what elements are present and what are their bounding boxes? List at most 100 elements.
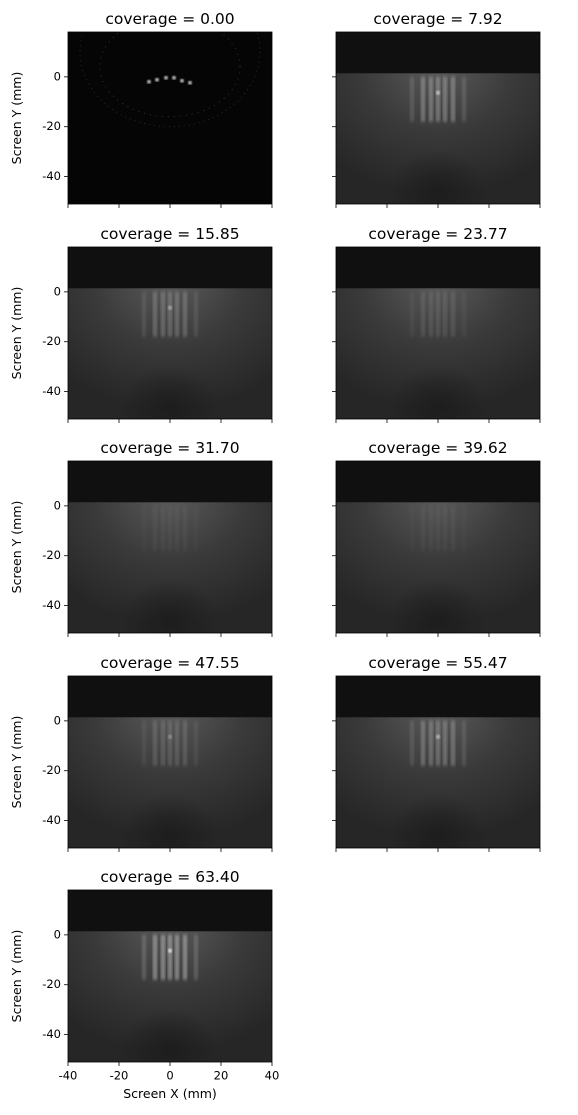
spot: [172, 75, 176, 80]
spot: [436, 734, 440, 739]
image: [336, 676, 540, 848]
streak: [421, 291, 425, 337]
streak: [183, 505, 187, 551]
streak: [429, 291, 433, 337]
streak: [451, 76, 455, 122]
image: [68, 32, 272, 204]
y-tick-label: 0: [54, 69, 61, 83]
spot: [436, 90, 440, 95]
streak: [161, 291, 165, 337]
shadow: [120, 578, 220, 633]
streak: [410, 291, 414, 337]
streak: [153, 720, 157, 766]
streak: [462, 76, 466, 122]
y-tick-label: -40: [42, 1027, 61, 1041]
image: [336, 32, 540, 204]
x-tick-label: -20: [110, 1069, 129, 1083]
streak: [175, 934, 179, 980]
y-tick-label: -20: [42, 763, 61, 777]
streak: [462, 720, 466, 766]
top-band: [336, 247, 540, 289]
top-band: [336, 676, 540, 718]
shadow: [120, 364, 220, 419]
spot: [164, 75, 168, 80]
image: [68, 461, 272, 633]
panel-title: coverage = 0.00: [105, 10, 234, 28]
streak: [411, 506, 414, 551]
spot: [155, 77, 159, 82]
streak: [421, 720, 425, 766]
streak: [142, 720, 146, 766]
streak: [410, 720, 414, 766]
y-axis-label: Screen Y (mm): [9, 716, 24, 809]
panel-title: coverage = 31.70: [100, 439, 239, 457]
streak: [168, 934, 172, 980]
streak: [410, 76, 414, 122]
streak: [175, 505, 179, 551]
streak: [421, 76, 425, 122]
streak: [194, 291, 198, 337]
y-tick-label: 0: [54, 927, 61, 941]
shadow: [388, 149, 488, 204]
streak: [436, 720, 440, 766]
streak: [195, 506, 198, 551]
streak: [142, 934, 146, 980]
streak: [175, 720, 179, 766]
streak: [436, 76, 440, 122]
streak: [443, 505, 447, 551]
y-tick-label: -20: [42, 334, 61, 348]
arc: [79, 32, 261, 128]
panel-title: coverage = 55.47: [368, 654, 507, 672]
y-tick-label: -40: [42, 169, 61, 183]
y-axis-label: Screen Y (mm): [9, 501, 24, 594]
image: [68, 247, 272, 419]
streak: [429, 505, 433, 551]
y-tick-label: 0: [54, 284, 61, 298]
spot: [188, 80, 192, 85]
streak: [142, 291, 146, 337]
streak: [421, 505, 425, 551]
spot: [147, 79, 151, 84]
y-tick-label: -40: [42, 598, 61, 612]
top-band: [336, 32, 540, 74]
top-band: [68, 890, 272, 932]
streak: [168, 505, 172, 551]
y-tick-label: -40: [42, 384, 61, 398]
y-axis-label: Screen Y (mm): [9, 72, 24, 165]
streak: [429, 720, 433, 766]
arc: [99, 32, 241, 118]
streak: [436, 291, 440, 337]
streak: [462, 291, 466, 337]
spot: [180, 78, 184, 83]
image: [68, 890, 272, 1062]
streak: [183, 720, 187, 766]
streak: [183, 291, 187, 337]
y-tick-label: 0: [54, 498, 61, 512]
top-band: [336, 461, 540, 503]
streak: [451, 720, 455, 766]
x-tick-label: 40: [265, 1069, 280, 1083]
streak: [153, 505, 157, 551]
streak: [443, 291, 447, 337]
shadow: [388, 578, 488, 633]
x-axis-label: Screen X (mm): [123, 1086, 217, 1101]
x-tick-label: 0: [166, 1069, 173, 1083]
top-band: [68, 676, 272, 718]
top-band: [68, 247, 272, 289]
y-axis-label: Screen Y (mm): [9, 930, 24, 1023]
y-axis-label: Screen Y (mm): [9, 287, 24, 380]
streak: [153, 934, 157, 980]
streak: [443, 720, 447, 766]
streak: [183, 934, 187, 980]
streak: [153, 291, 157, 337]
spot: [168, 948, 172, 953]
streak: [175, 291, 179, 337]
streak: [451, 291, 455, 337]
shadow: [120, 793, 220, 848]
shadow: [388, 793, 488, 848]
streak: [161, 934, 165, 980]
y-tick-label: -20: [42, 119, 61, 133]
background: [68, 32, 272, 204]
y-tick-label: -20: [42, 548, 61, 562]
